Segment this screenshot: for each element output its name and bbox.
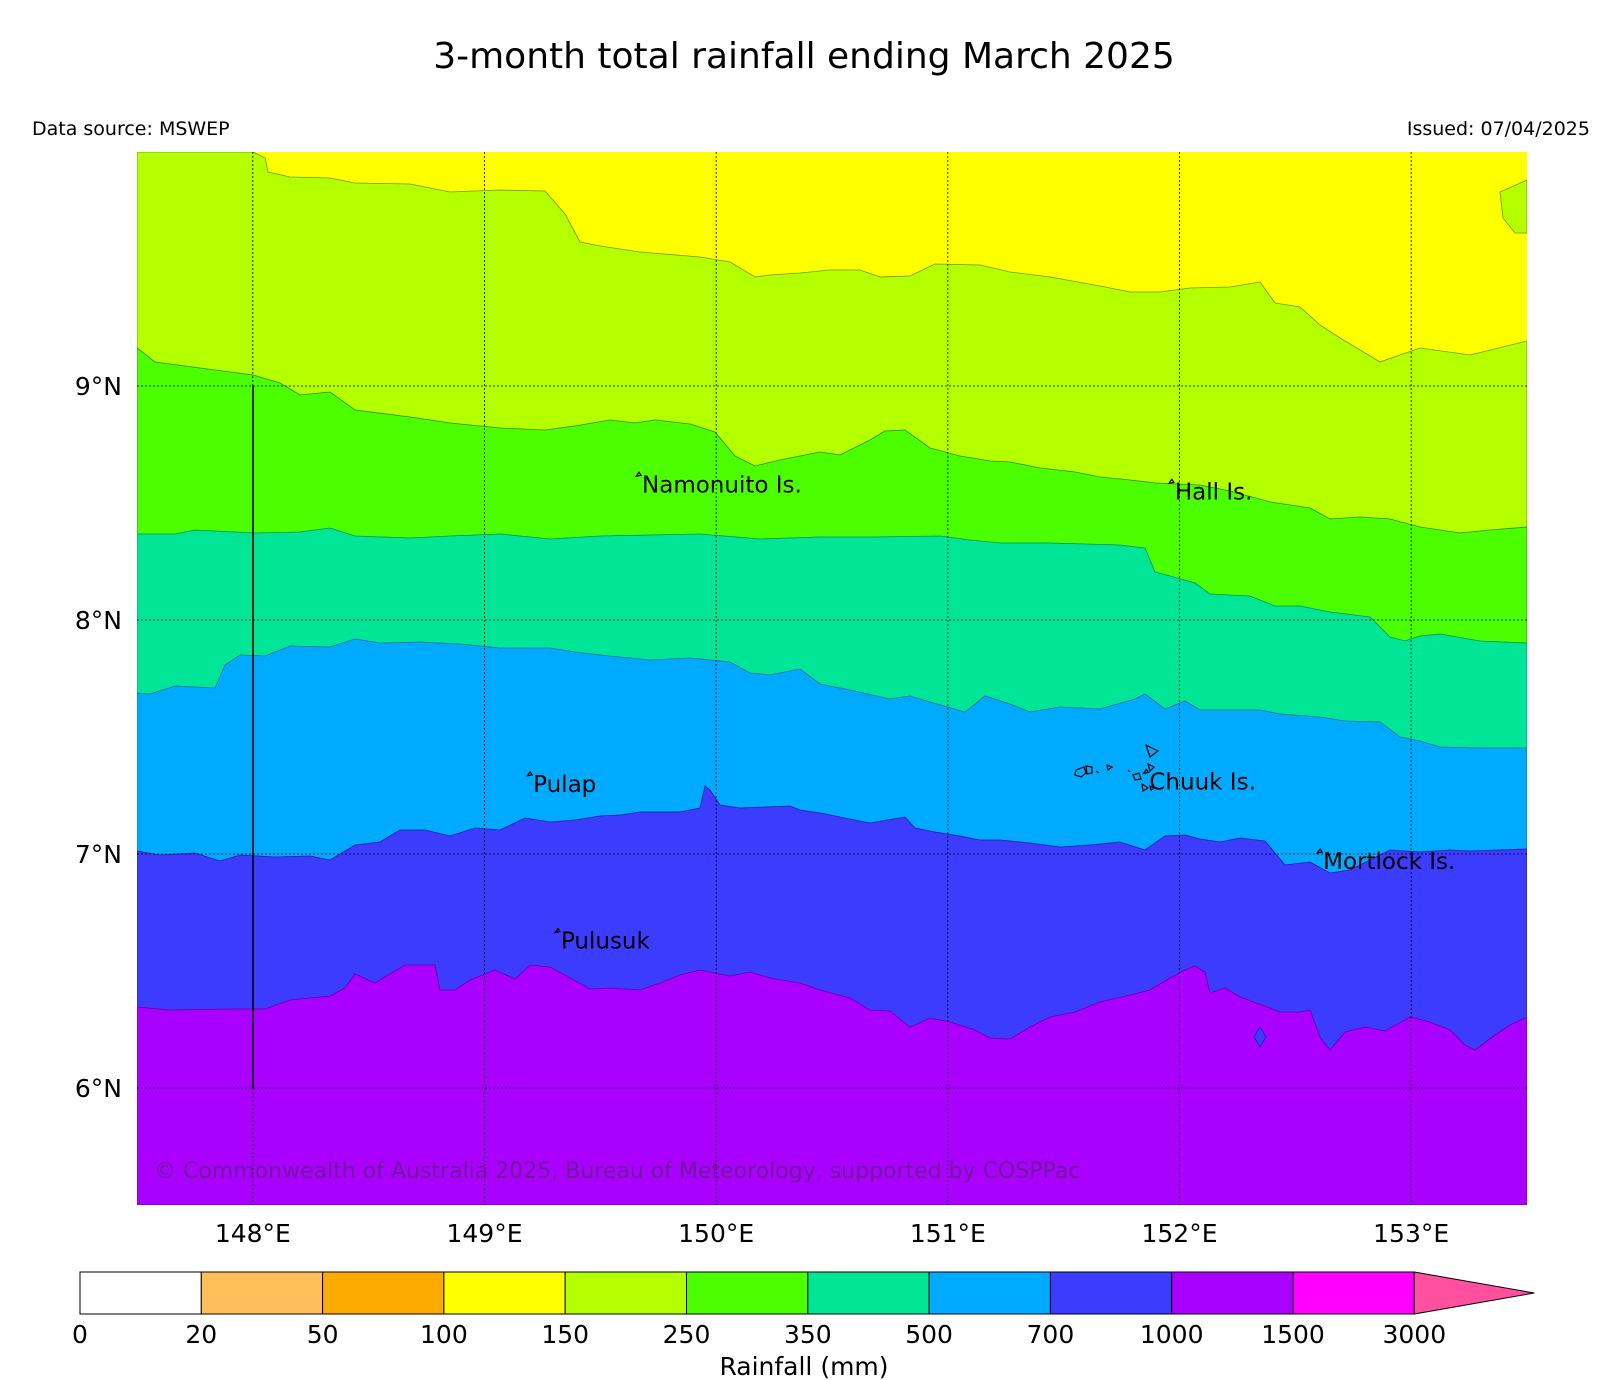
- lat-tick-label: 7°N: [75, 840, 122, 869]
- lon-tick-label: 150°E: [678, 1219, 754, 1248]
- chuuk-lagoon-outline: [1074, 743, 1160, 792]
- latitude-tick-labels: 9°N 8°N 7°N 6°N: [75, 372, 122, 1103]
- colorbar-label: Rainfall (mm): [719, 1352, 888, 1380]
- place-labels: Namonuito Is. Hall Is. Pulap Chuuk Is. Mortl…: [525, 471, 1455, 955]
- colorbar: 0 20 50 100 150 250 350 500 700 1000 1500 3000: [72, 1271, 1535, 1349]
- colorbar-swatch: [322, 1271, 445, 1315]
- lon-tick-label: 153°E: [1373, 1219, 1449, 1248]
- colorbar-swatch: [807, 1271, 930, 1315]
- colorbar-swatch: [564, 1271, 688, 1315]
- rainfall-map: Namonuito Is. Hall Is. Pulap Chuuk Is. Mortl…: [137, 152, 1527, 1205]
- colorbar-swatch: [1171, 1271, 1294, 1315]
- data-source-label: Data source: MSWEP: [32, 118, 230, 140]
- figure-title: 3-month total rainfall ending March 2025: [433, 36, 1175, 77]
- copyright-notice: © Commonwealth of Australia 2025, Bureau…: [154, 1159, 1080, 1184]
- colorbar-tick-label: 150: [541, 1320, 589, 1349]
- place-label: Hall Is.: [1175, 479, 1253, 505]
- colorbar-swatch: [200, 1271, 324, 1315]
- island-marker: [1315, 847, 1324, 854]
- place-label: Pulusuk: [561, 929, 651, 955]
- lon-tick-label: 149°E: [446, 1219, 522, 1248]
- colorbar-tick-label: 1000: [1140, 1320, 1204, 1349]
- colorbar-swatch: [443, 1271, 566, 1315]
- band-150-250-patch: [1499, 179, 1527, 234]
- colorbar-swatch: [1292, 1271, 1415, 1315]
- colorbar-tick-label: 500: [905, 1320, 953, 1349]
- colorbar-swatch: [928, 1271, 1051, 1315]
- colorbar-tick-label: 20: [185, 1320, 217, 1349]
- place-label: Pulap: [533, 772, 596, 798]
- lon-tick-label: 148°E: [215, 1219, 291, 1248]
- colorbar-extend-arrow: [1413, 1271, 1535, 1315]
- colorbar-tick-label: 3000: [1382, 1320, 1446, 1349]
- lat-tick-label: 9°N: [75, 372, 122, 401]
- colorbar-tick-label: 350: [784, 1320, 832, 1349]
- place-label: Namonuito Is.: [642, 472, 802, 498]
- island-marker: [634, 471, 643, 478]
- island-marker: [1141, 768, 1150, 775]
- colorbar-tick-label: 0: [72, 1320, 88, 1349]
- colorbar-swatch: [686, 1271, 809, 1315]
- longitude-tick-labels: 148°E 149°E 150°E 151°E 152°E 153°E: [215, 1219, 1449, 1248]
- band-700-1000-patch: [1253, 1026, 1267, 1048]
- colorbar-tick-label: 1500: [1261, 1320, 1325, 1349]
- island-marker: [553, 927, 561, 934]
- colorbar-tick-label: 700: [1027, 1320, 1075, 1349]
- lon-tick-label: 152°E: [1141, 1219, 1217, 1248]
- colorbar-tick-label: 100: [420, 1320, 468, 1349]
- lat-tick-label: 6°N: [75, 1074, 122, 1103]
- issued-date-label: Issued: 07/04/2025: [1407, 118, 1590, 140]
- colorbar-tick-label: 50: [307, 1320, 339, 1349]
- lon-tick-label: 151°E: [910, 1219, 986, 1248]
- colorbar-tick-label: 250: [663, 1320, 711, 1349]
- place-label: Mortlock Is.: [1323, 849, 1455, 875]
- colorbar-swatch: [79, 1271, 202, 1315]
- island-marker: [1167, 478, 1175, 485]
- colorbar-swatch: [1049, 1271, 1173, 1315]
- island-outlines: [1074, 743, 1160, 792]
- lat-tick-label: 8°N: [75, 606, 122, 635]
- island-marker: [525, 770, 534, 777]
- place-label: Chuuk Is.: [1149, 769, 1256, 795]
